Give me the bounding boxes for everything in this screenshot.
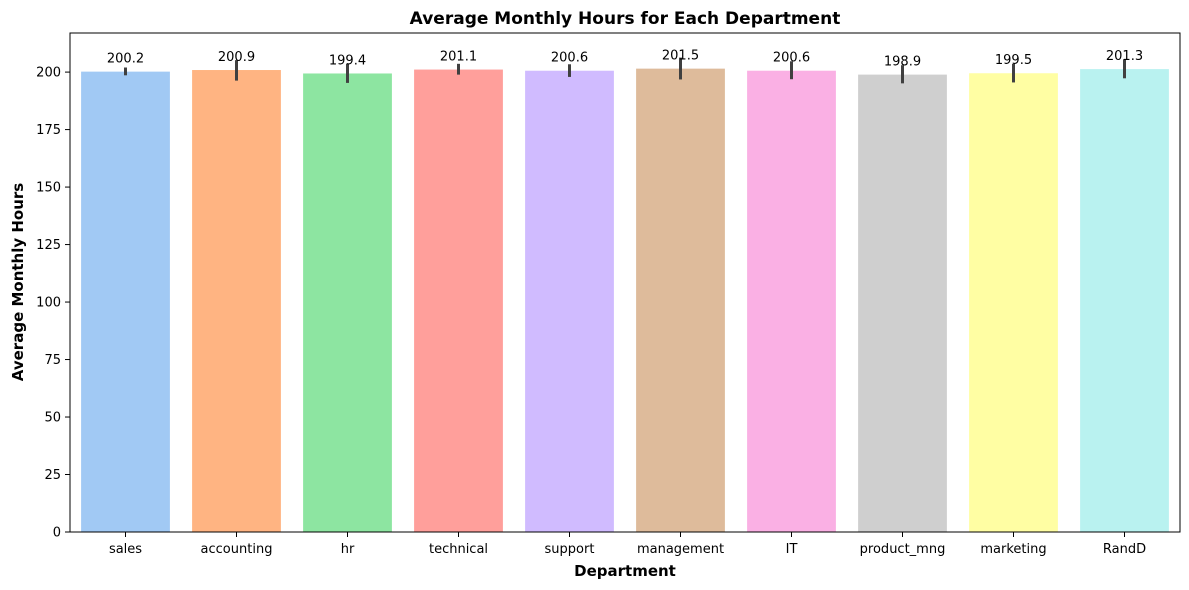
bar-technical <box>414 69 503 532</box>
bar-management <box>636 68 725 533</box>
data-label-product_mng: 198.9 <box>884 55 921 70</box>
x-tick-label-hr: hr <box>341 542 355 557</box>
data-label-support: 200.6 <box>551 51 588 66</box>
data-label-RandD: 201.3 <box>1106 49 1143 64</box>
x-axis: sales accounting hr technical support managem… <box>109 532 1146 557</box>
x-tick-label-support: support <box>545 542 595 557</box>
y-tick-label: 150 <box>36 181 61 196</box>
y-tick-label: 100 <box>36 296 61 311</box>
y-tick-label: 200 <box>36 66 61 81</box>
data-label-management: 201.5 <box>662 49 699 64</box>
y-tick-label: 175 <box>36 123 61 138</box>
y-tick-label: 75 <box>44 353 61 368</box>
x-tick-label-technical: technical <box>429 542 488 557</box>
data-label-accounting: 200.9 <box>218 50 255 65</box>
x-tick-label-product_mng: product_mng <box>860 542 946 557</box>
x-tick-label-management: management <box>637 542 724 557</box>
x-tick-label-IT: IT <box>786 542 798 557</box>
data-label-hr: 199.4 <box>329 53 366 68</box>
data-label-marketing: 199.5 <box>995 53 1032 68</box>
x-tick-label-sales: sales <box>109 542 142 557</box>
y-axis: 0 25 50 75 100 125 150 175 200 <box>36 66 70 541</box>
y-tick-label: 0 <box>53 526 61 541</box>
y-tick-label: 25 <box>44 468 61 483</box>
bar-RandD <box>1080 69 1169 532</box>
x-axis-label: Department <box>574 562 676 580</box>
y-axis-label: Average Monthly Hours <box>9 183 27 382</box>
chart-title: Average Monthly Hours for Each Departmen… <box>410 9 841 29</box>
x-tick-label-marketing: marketing <box>980 542 1046 557</box>
data-label-IT: 200.6 <box>773 51 810 66</box>
data-label-technical: 201.1 <box>440 50 477 65</box>
x-tick-label-accounting: accounting <box>201 542 273 557</box>
plot-frame <box>69 32 1181 533</box>
bar-hr <box>303 73 392 532</box>
bar-support <box>525 70 614 533</box>
bar-product_mng <box>858 74 947 533</box>
data-label-sales: 200.2 <box>107 52 144 67</box>
bars-group <box>81 68 1169 533</box>
bar-accounting <box>192 70 281 532</box>
bar-sales <box>81 71 170 532</box>
bar-IT <box>747 70 836 533</box>
error-bars-group <box>124 57 1126 84</box>
y-tick-label: 50 <box>44 411 61 426</box>
x-tick-label-RandD: RandD <box>1103 542 1146 557</box>
bar-marketing <box>969 73 1058 532</box>
y-tick-label: 125 <box>36 238 61 253</box>
data-labels-group: 200.2 200.9 199.4 201.1 200.6 201.5 200.6 198.9… <box>107 49 1143 70</box>
